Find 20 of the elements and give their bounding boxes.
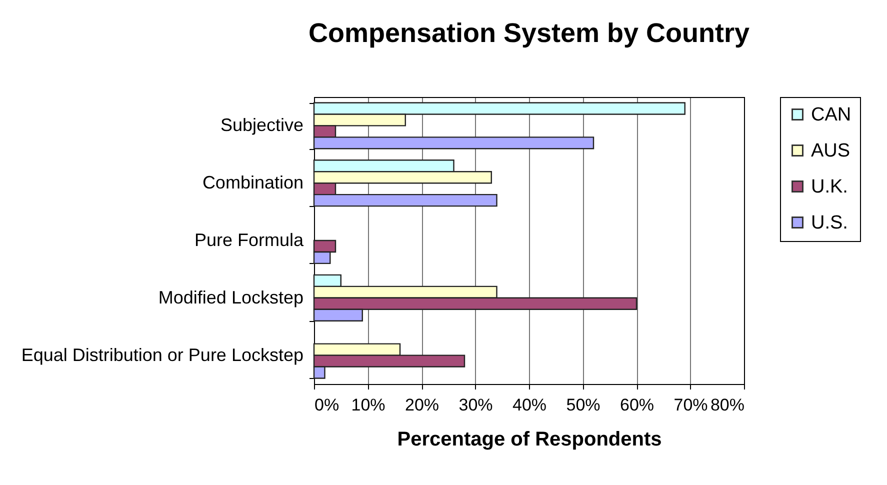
x-tick-label: 40%: [512, 396, 547, 414]
x-tick-label: 20%: [404, 396, 440, 414]
legend-label: CAN: [811, 104, 852, 126]
y-tick-label: Pure Formula: [194, 230, 304, 250]
y-tick-label: Modified Lockstep: [158, 287, 304, 308]
legend-label: U.S.: [811, 212, 848, 234]
legend-label: AUS: [811, 140, 850, 162]
x-tick-label: 60%: [620, 396, 654, 414]
chart-title: Compensation System by Country: [308, 18, 750, 48]
x-tick-label: 80%: [710, 396, 744, 414]
y-tick-label: Subjective: [220, 115, 304, 136]
x-tick-label: 70%: [674, 396, 708, 414]
legend-label: U.K.: [811, 176, 848, 198]
x-axis-title: Percentage of Respondents: [397, 428, 662, 450]
x-tick-label: 30%: [458, 396, 493, 414]
x-tick-label: 0%: [314, 396, 340, 414]
y-tick-label: Equal Distribution or Pure Lockstep: [21, 344, 304, 365]
x-tick-label: 50%: [566, 396, 600, 414]
y-tick-label: Combination: [202, 172, 304, 193]
x-tick-label: 10%: [351, 396, 386, 414]
